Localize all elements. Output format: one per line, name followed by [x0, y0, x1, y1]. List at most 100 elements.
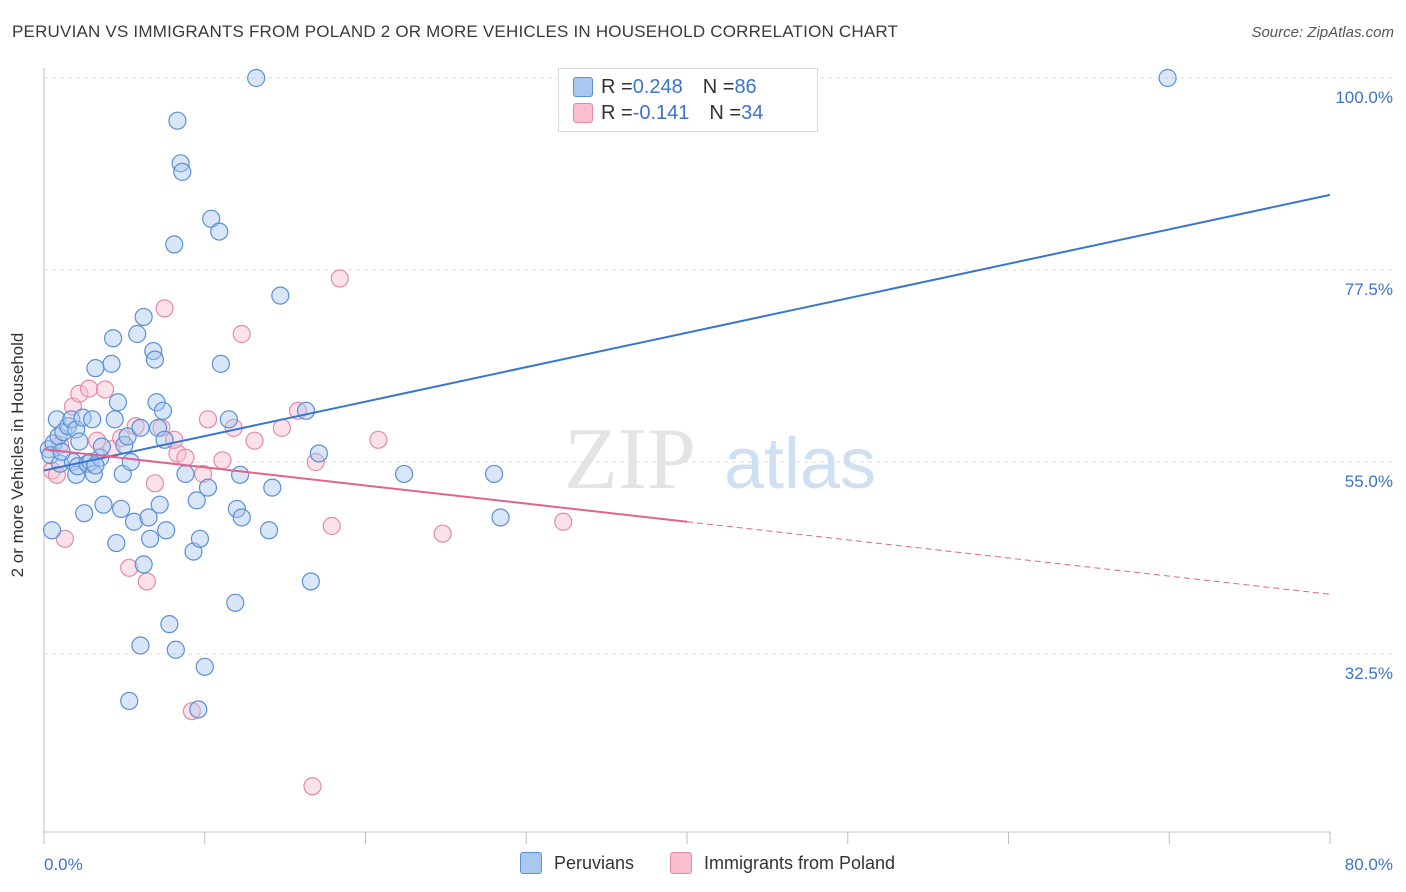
watermark: ZIP atlas [564, 411, 876, 508]
legend-n-value: 86 [734, 75, 757, 98]
legend-n-label: N = [709, 101, 742, 124]
data-point-peruvians [92, 437, 111, 456]
tick-labels: 100.0% 77.5% 55.0% 32.5% 0.0% 80.0% [44, 88, 1393, 874]
data-point-peruvians [75, 504, 94, 523]
data-point-poland [120, 558, 139, 577]
legend-swatch-pink [573, 103, 593, 123]
x-tick-label: 0.0% [44, 855, 83, 874]
data-point-peruvians [189, 700, 208, 719]
legend-row-peruvians: R = 0.248 N = 86 [573, 75, 757, 99]
legend-swatch-peruvians [520, 852, 542, 874]
y-tick-label: 77.5% [1345, 280, 1393, 299]
data-point-peruvians [309, 444, 328, 463]
legend-row-poland: R = -0.141 N = 34 [573, 101, 764, 125]
data-point-peruvians [176, 464, 195, 484]
data-point-peruvians [232, 508, 251, 527]
legend-label-poland: Immigrants from Poland [704, 852, 896, 873]
data-point-peruvians [121, 452, 140, 472]
data-point-peruvians [112, 499, 131, 519]
series-legend: Peruvians Immigrants from Poland [0, 850, 1406, 878]
data-point-poland [145, 474, 165, 493]
watermark-atlas: atlas [724, 424, 876, 504]
watermark-zip: ZIP [564, 411, 696, 508]
data-point-peruvians [227, 499, 246, 519]
data-point-peruvians [271, 286, 290, 305]
legend-r-value: -0.141 [632, 101, 690, 124]
data-point-peruvians [102, 354, 121, 373]
data-point-poland [87, 431, 107, 450]
data-point-poland [554, 512, 573, 531]
data-point-peruvians [226, 593, 245, 612]
data-point-peruvians [140, 529, 160, 548]
data-point-peruvians [160, 615, 179, 634]
data-point-peruvians [153, 401, 173, 420]
data-point-peruvians [131, 418, 150, 437]
data-point-poland [272, 418, 292, 437]
data-point-poland [198, 410, 218, 429]
data-point-poland [322, 516, 341, 536]
legend-swatch-poland [670, 852, 692, 874]
data-point-peruvians [296, 401, 316, 420]
data-point-peruvians [165, 235, 184, 254]
legend-label-peruvians: Peruvians [554, 852, 635, 873]
data-point-poland [245, 431, 264, 450]
data-point-peruvians [210, 222, 229, 241]
data-point-poland [47, 465, 66, 484]
trend-line-poland-extension [686, 521, 1331, 595]
data-point-poland [95, 380, 115, 399]
trend-line-poland [43, 448, 688, 523]
legend-n-value: 34 [741, 101, 764, 124]
data-point-peruvians [219, 410, 238, 429]
legend-swatch-blue [573, 77, 593, 97]
data-point-poland [194, 464, 213, 484]
data-point-peruvians [187, 491, 206, 510]
data-point-peruvians [198, 478, 218, 497]
legend-item-peruvians[interactable]: Peruvians [520, 852, 634, 874]
series-peruvians-points [39, 68, 1177, 719]
data-point-poland [70, 384, 89, 403]
data-point-peruvians [263, 478, 282, 497]
series-poland-points [42, 269, 573, 796]
data-point-peruvians [131, 636, 150, 655]
data-point-peruvians [301, 572, 320, 591]
data-point-peruvians [105, 410, 124, 429]
data-point-peruvians [259, 521, 279, 540]
data-point-poland [79, 379, 99, 398]
data-point-peruvians [157, 521, 176, 540]
x-tick-label: 80.0% [1345, 855, 1393, 874]
data-point-peruvians [211, 354, 230, 373]
data-point-poland [330, 269, 349, 288]
data-point-peruvians [150, 495, 169, 514]
data-point-poland [232, 324, 251, 344]
data-point-peruvians [124, 512, 144, 531]
data-point-poland [213, 451, 232, 470]
data-point-poland [182, 702, 201, 721]
data-point-poland [55, 529, 74, 548]
data-point-peruvians [134, 555, 153, 574]
data-point-poland [137, 572, 156, 591]
data-point-peruvians [190, 529, 210, 548]
data-point-peruvians [107, 533, 126, 553]
source-label: Source: ZipAtlas.com [1251, 24, 1394, 41]
y-tick-label: 55.0% [1345, 472, 1393, 491]
correlation-legend: R = 0.248 N = 86 R = -0.141 N = 34 [558, 68, 818, 132]
chart-title: PERUVIAN VS IMMIGRANTS FROM POLAND 2 OR … [12, 22, 899, 41]
legend-r-value: 0.248 [632, 75, 683, 98]
data-point-peruvians [83, 410, 102, 429]
data-point-poland [369, 430, 388, 449]
data-point-peruvians [168, 111, 187, 130]
legend-item-poland[interactable]: Immigrants from Poland [670, 852, 895, 874]
data-point-peruvians [62, 410, 81, 429]
data-point-peruvians [118, 427, 137, 446]
data-point-peruvians [491, 508, 510, 527]
data-point-peruvians [173, 162, 192, 181]
data-point-peruvians [139, 508, 158, 527]
data-point-poland [303, 777, 322, 796]
legend-r-label: R = [601, 75, 633, 98]
trend-line-peruvians [43, 193, 1331, 472]
data-point-peruvians [104, 329, 123, 348]
y-tick-label: 100.0% [1335, 88, 1393, 107]
data-point-peruvians [231, 465, 250, 484]
data-point-poland [433, 524, 452, 543]
data-point-peruvians [128, 324, 147, 344]
